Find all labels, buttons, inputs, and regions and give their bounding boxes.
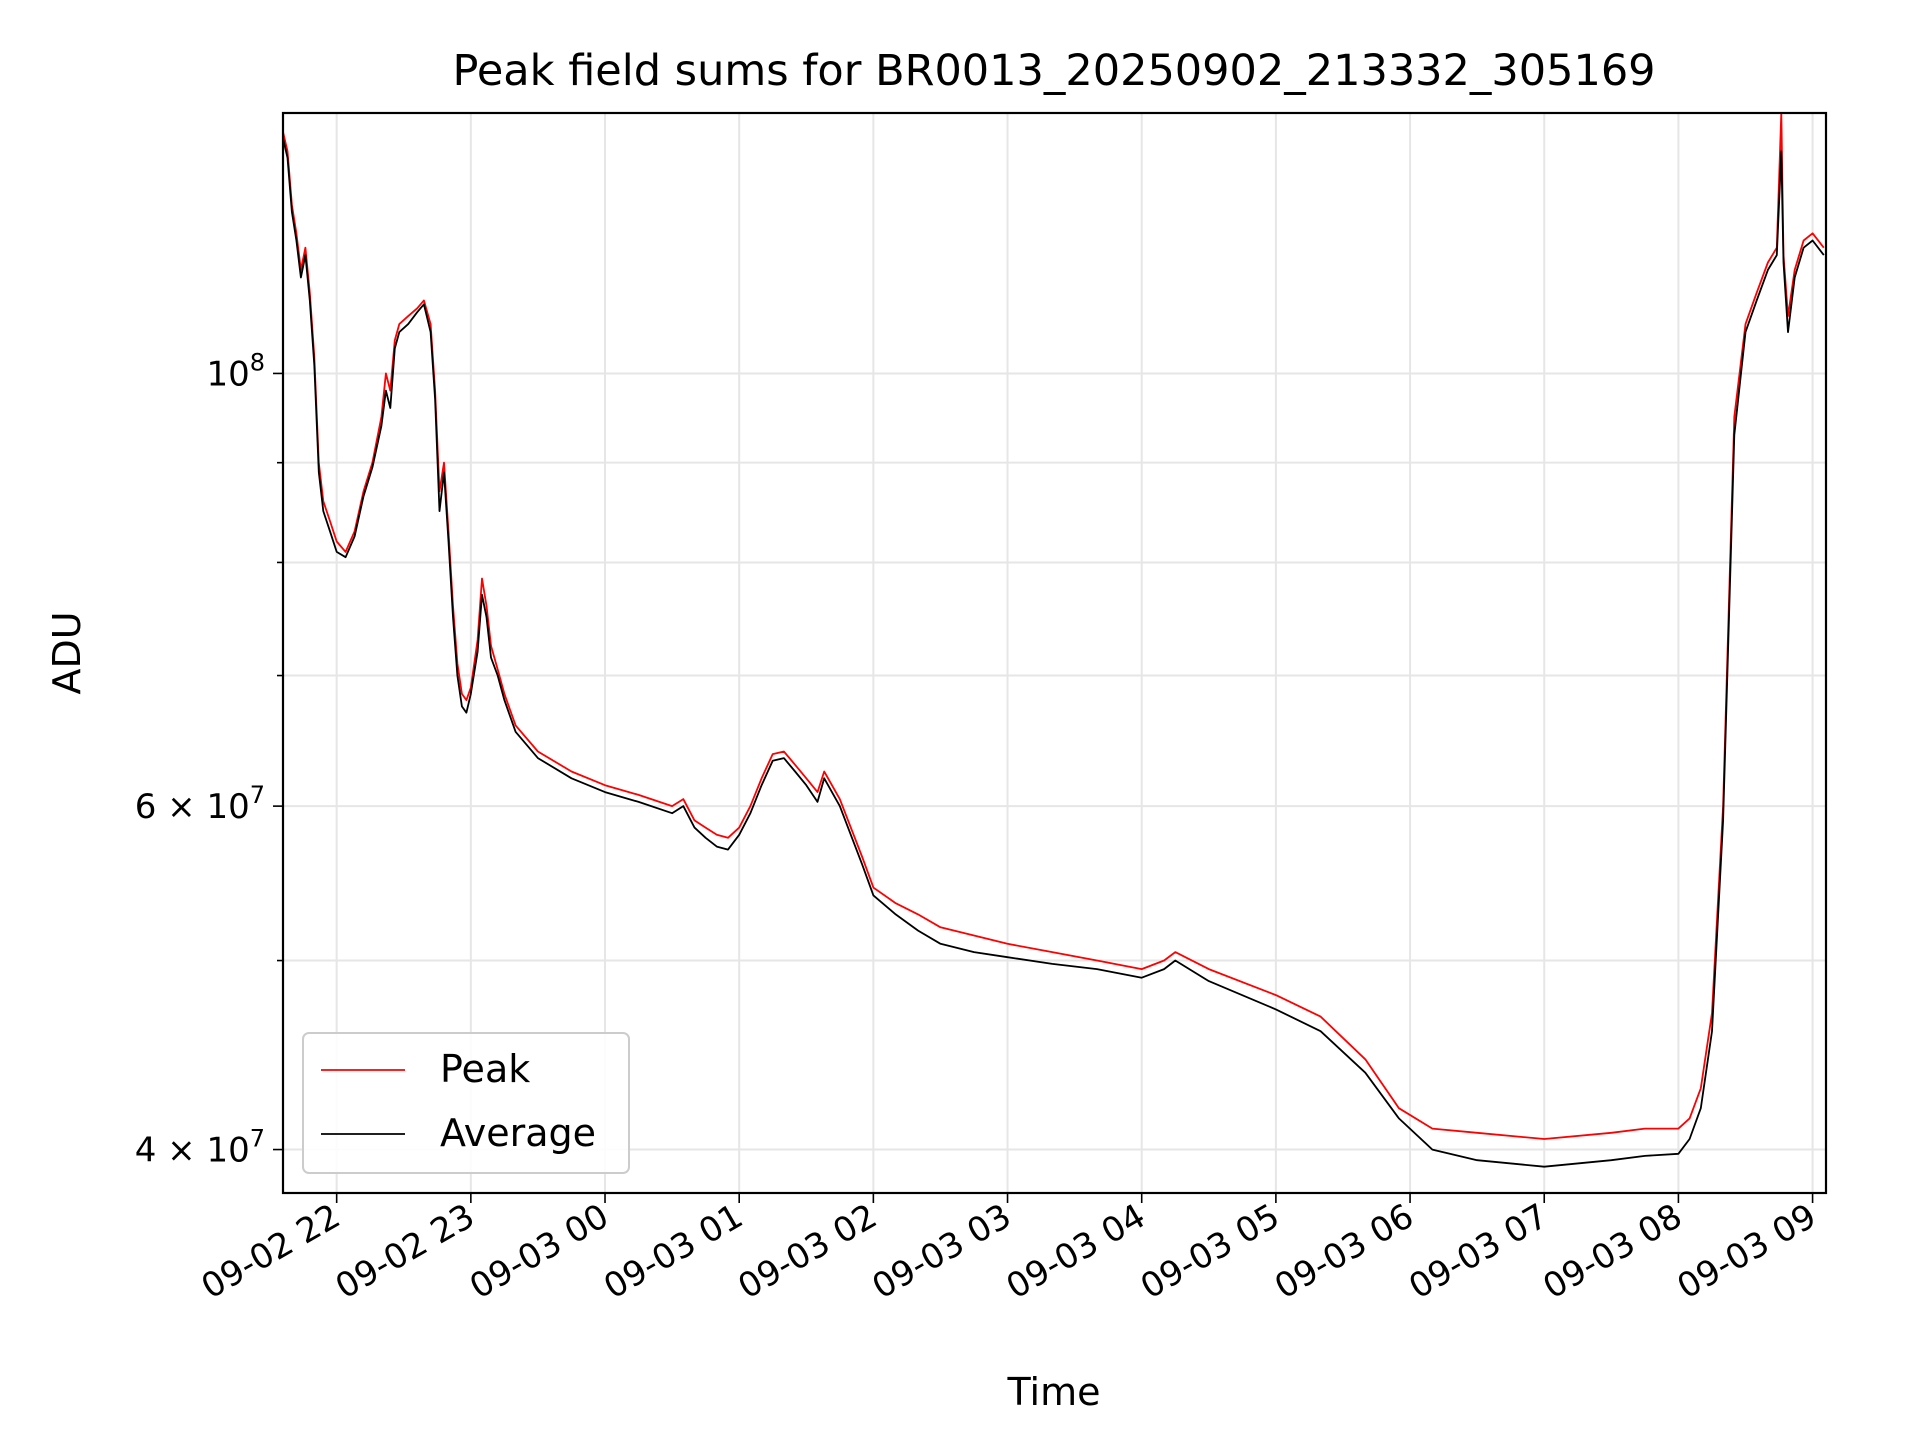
legend: Peak Average [302,1032,630,1174]
series-line-peak [282,112,1825,1140]
legend-average-label: Average [440,1111,596,1155]
series-line-average [282,138,1825,1168]
plot-frame [281,111,1828,1195]
chart-title: Peak field sums for BR0013_20250902_2133… [452,46,1655,96]
y-axis-label: ADU [45,611,89,694]
y-tick-label: 6 × 107 [135,781,265,827]
x-axis-label: Time [1007,1370,1101,1414]
legend-box [302,1032,630,1174]
grid [283,113,1826,1193]
legend-peak-label: Peak [440,1047,530,1091]
series-lines [282,112,1825,1168]
y-axis-ticks: 108 6 × 107 4 × 107 [135,348,283,1171]
y-tick-label: 4 × 107 [135,1125,265,1171]
y-tick-label: 108 [206,348,265,394]
